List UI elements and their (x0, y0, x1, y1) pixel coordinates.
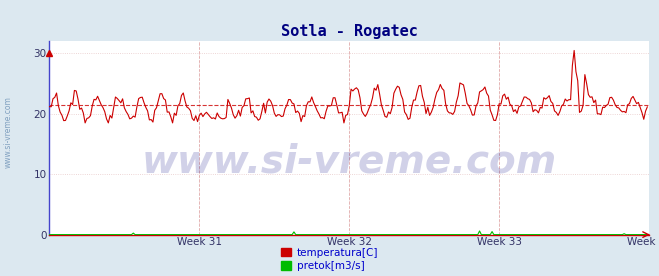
Legend: temperatura[C], pretok[m3/s]: temperatura[C], pretok[m3/s] (281, 248, 378, 271)
Text: www.si-vreme.com: www.si-vreme.com (142, 142, 557, 180)
Text: www.si-vreme.com: www.si-vreme.com (3, 97, 13, 168)
Title: Sotla - Rogatec: Sotla - Rogatec (281, 24, 418, 39)
